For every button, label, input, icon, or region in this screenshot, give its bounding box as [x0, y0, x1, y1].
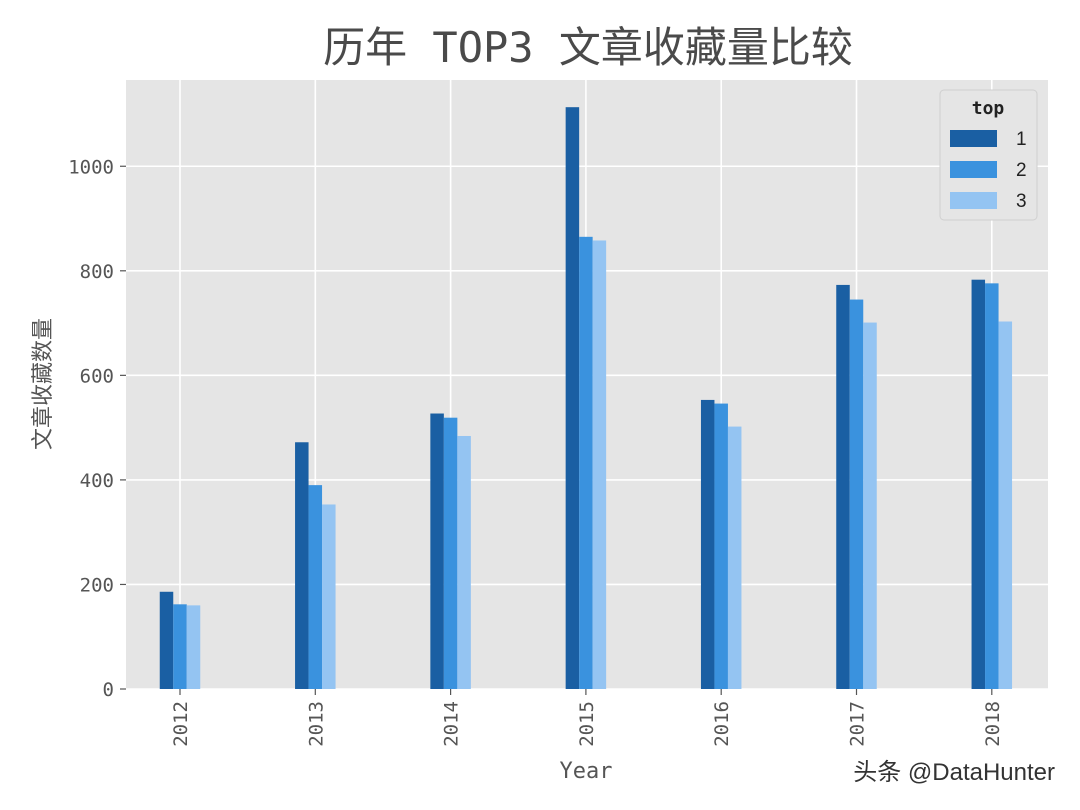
y-tick-label: 1000 — [68, 156, 114, 178]
bar-2014-top2 — [443, 417, 458, 689]
bar-2013-top2 — [308, 485, 323, 689]
y-tick-label: 600 — [80, 365, 114, 387]
bar-2013-top3 — [322, 504, 336, 689]
chart-title: 历年 TOP3 文章收藏量比较 — [323, 23, 853, 72]
bar-2016-top2 — [714, 403, 728, 689]
bar-2015-top3 — [592, 240, 607, 689]
legend-title: top — [972, 98, 1005, 119]
y-tick-label: 0 — [103, 679, 114, 701]
legend: top 1 2 3 — [939, 89, 1038, 221]
y-axis-label: 文章收藏数量 — [31, 318, 56, 450]
x-tick-label: 2014 — [441, 701, 463, 747]
legend-label-2: 2 — [1016, 160, 1027, 181]
x-tick-label: 2017 — [847, 701, 869, 747]
bar-2012-top3 — [186, 605, 201, 689]
legend-swatch-2 — [950, 161, 997, 178]
bars — [159, 107, 1013, 689]
x-axis-label: Year — [560, 759, 613, 784]
bar-2013-top1 — [295, 442, 309, 689]
legend-label-3: 3 — [1016, 191, 1027, 212]
legend-swatch-1 — [950, 130, 997, 147]
y-tick-label: 800 — [80, 261, 114, 283]
x-tick-label: 2015 — [576, 701, 598, 747]
bar-2016-top3 — [727, 426, 742, 689]
x-tick-label: 2013 — [305, 701, 327, 747]
legend-box — [939, 89, 1038, 221]
y-tick-label: 200 — [80, 574, 114, 596]
x-tick-label: 2012 — [170, 701, 192, 747]
bar-2018-top3 — [998, 321, 1013, 689]
bar-2014-top1 — [430, 413, 444, 689]
bar-2018-top2 — [985, 283, 999, 689]
y-tick-label: 400 — [80, 470, 114, 492]
bar-2015-top2 — [579, 236, 593, 689]
bar-2012-top2 — [173, 604, 187, 689]
legend-label-1: 1 — [1016, 129, 1027, 150]
x-tick-label: 2018 — [982, 701, 1004, 747]
bar-2016-top1 — [700, 399, 715, 689]
bar-2014-top3 — [457, 435, 471, 689]
bar-2017-top1 — [836, 284, 850, 689]
bar-2012-top1 — [159, 591, 174, 689]
bar-2017-top2 — [849, 299, 864, 689]
legend-swatch-3 — [950, 192, 997, 209]
bar-2015-top1 — [565, 107, 580, 689]
bar-2017-top3 — [863, 322, 877, 689]
y-axis: 0 200 400 600 800 1000 — [68, 156, 126, 701]
bar-2018-top1 — [971, 279, 986, 689]
watermark: 头条 @DataHunter — [853, 759, 1055, 786]
x-tick-label: 2016 — [711, 701, 733, 747]
x-axis: 2012 2013 2014 2015 2016 2017 2018 — [170, 689, 1004, 747]
